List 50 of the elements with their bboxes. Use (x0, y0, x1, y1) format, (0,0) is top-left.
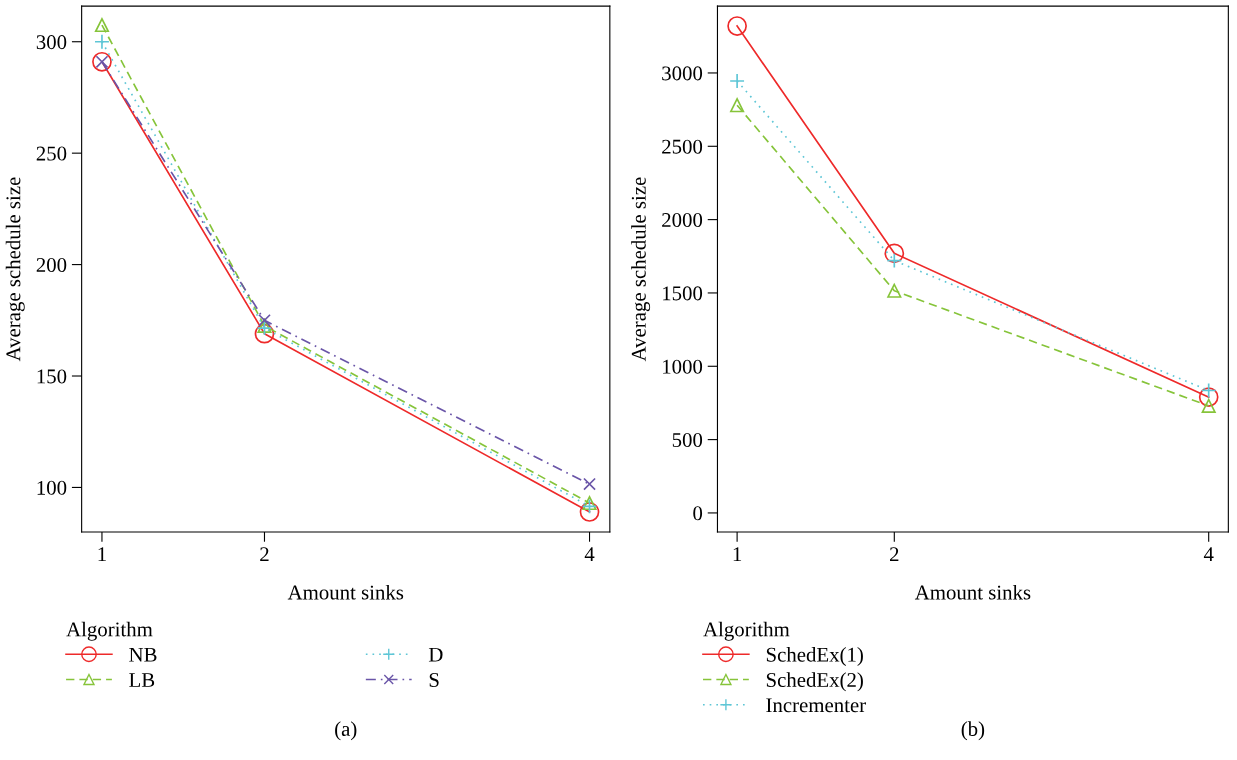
x-axis-title: Amount sinks (914, 584, 1031, 600)
point (579, 502, 600, 522)
x-tick-label: 4 (584, 547, 595, 562)
y-tick-label: 1000 (663, 359, 703, 374)
legend-label: LB (129, 673, 155, 687)
y-tick-label: 2000 (662, 212, 703, 228)
x-tick-label: 4 (1203, 547, 1214, 562)
x-tick-label: 2 (890, 547, 899, 562)
legend-label: Incrementer (766, 698, 866, 713)
y-tick-label: 1500 (663, 286, 703, 301)
point (886, 252, 903, 269)
y-tick-label: 500 (672, 432, 703, 448)
point (887, 283, 902, 298)
y-tick-label: 250 (36, 146, 67, 161)
point (1198, 387, 1219, 407)
point (258, 313, 271, 327)
y-tick-label: 100 (37, 480, 67, 495)
y-tick-label: 200 (36, 257, 67, 273)
y-tick-label: 150 (37, 369, 67, 384)
text: (b) (961, 721, 985, 741)
y-tick-label: 300 (36, 35, 67, 50)
point (884, 243, 905, 264)
x-tick-label: 1 (733, 547, 742, 562)
x-tick-label: 2 (260, 547, 269, 562)
y-axis-title: Average schedule size (5, 177, 25, 362)
legend-label: D (428, 647, 443, 662)
legend-label: S (429, 673, 439, 688)
legend-label: SchedEx(1) (766, 647, 863, 666)
legend-label: NB (129, 647, 157, 662)
point (1200, 382, 1217, 399)
point (583, 477, 596, 491)
point (254, 323, 275, 344)
point (94, 33, 110, 50)
legend-label: SchedEx(2) (766, 672, 863, 692)
point (94, 17, 110, 33)
x-axis-title: Amount sinks (287, 584, 404, 600)
y-axis-title: Average schedule size (631, 177, 651, 362)
point (730, 98, 745, 113)
point (582, 495, 597, 511)
legend-title: Algorithm (703, 621, 790, 641)
legend-title: Algorithm (66, 621, 153, 641)
y-tick-label: 3000 (662, 66, 703, 81)
y-tick-label: 2500 (662, 139, 703, 154)
point (1201, 398, 1216, 413)
text: (a) (335, 721, 357, 741)
x-tick-label: 1 (98, 547, 106, 562)
point (727, 16, 747, 36)
point (581, 498, 598, 515)
y-tick-label: 0 (693, 506, 703, 521)
point (729, 73, 745, 89)
